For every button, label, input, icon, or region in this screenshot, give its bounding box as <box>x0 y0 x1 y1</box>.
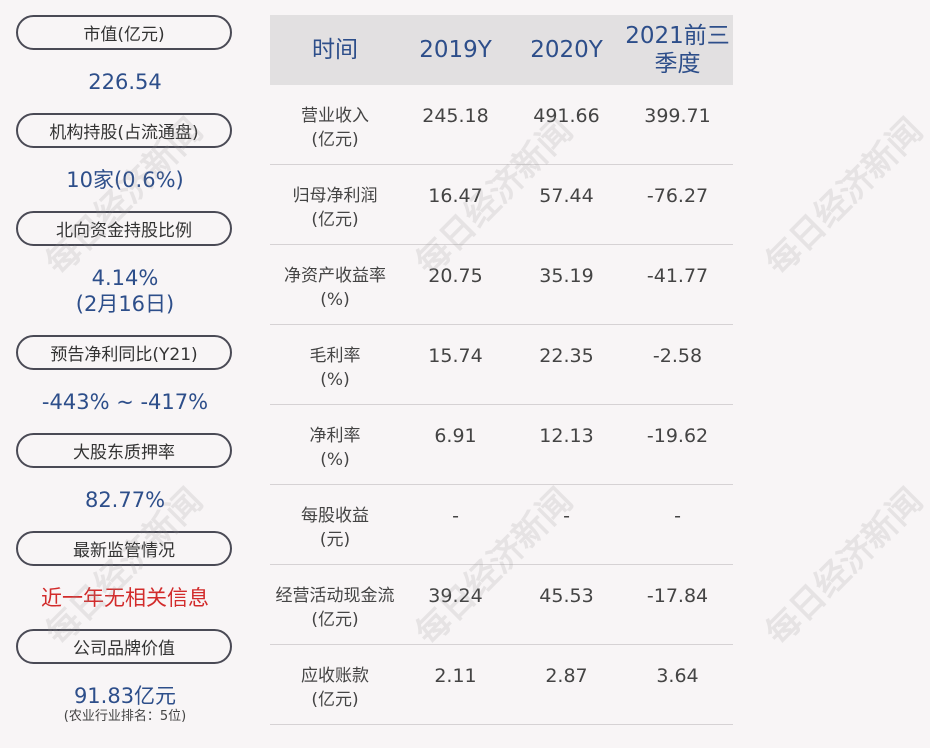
cell-value: 12.13 <box>539 425 594 447</box>
row-label: 毛利率 (%) <box>309 346 361 390</box>
header-2020: 2020Y <box>530 37 603 63</box>
cell-value: 15.74 <box>428 345 483 367</box>
value-regulatory-status: 近一年无相关信息 <box>41 586 209 610</box>
cell-value: 2.11 <box>434 665 477 687</box>
table-row: 经营活动现金流 (亿元) 39.24 45.53 -17.84 <box>270 565 733 645</box>
cell-value: - <box>452 505 459 527</box>
table-row: 营业收入 (亿元) 245.18 491.66 399.71 <box>270 85 733 165</box>
value-market-cap: 226.54 <box>88 70 162 94</box>
cell-value: 20.75 <box>428 265 483 287</box>
cell-value: - <box>674 505 681 527</box>
cell-value: 57.44 <box>539 185 594 207</box>
row-label: 营业收入 (亿元) <box>301 106 369 150</box>
cell-value: 16.47 <box>428 185 483 207</box>
table-row: 归母净利润 (亿元) 16.47 57.44 -76.27 <box>270 165 733 245</box>
label-northbound-ratio: 北向资金持股比例 <box>16 211 232 246</box>
value-pledge-ratio: 82.77% <box>84 488 166 512</box>
table-header: 时间 2019Y 2020Y 2021前三季度 <box>270 15 733 85</box>
brand-value-amount: 91.83亿元 <box>73 684 177 708</box>
row-label: 归母净利润 (亿元) <box>292 186 378 230</box>
value-northbound-ratio: 4.14% <box>91 266 159 290</box>
label-pledge-ratio: 大股东质押率 <box>16 433 232 468</box>
cell-value: -76.27 <box>646 185 709 207</box>
value-brand-value: 91.83亿元 (农业行业排名：5位) <box>0 683 250 725</box>
watermark: 每日经济新闻 <box>758 110 930 284</box>
header-2019: 2019Y <box>419 37 492 63</box>
row-label: 应收账款 (亿元) <box>301 666 369 710</box>
header-2021q3: 2021前三季度 <box>625 23 730 77</box>
financial-table: 时间 2019Y 2020Y 2021前三季度 营业收入 (亿元) 245.18 … <box>270 15 733 725</box>
cell-value: - <box>563 505 570 527</box>
table-row: 每股收益 (元) - - - <box>270 485 733 565</box>
value-northbound-date: (2月16日) <box>75 292 175 316</box>
cell-value: 45.53 <box>539 585 594 607</box>
cell-value: -19.62 <box>646 425 709 447</box>
cell-value: 491.66 <box>533 105 600 127</box>
cell-value: 245.18 <box>422 105 489 127</box>
value-institutional-holdings: 10家(0.6%) <box>66 168 184 192</box>
table-row: 净资产收益率 (%) 20.75 35.19 -41.77 <box>270 245 733 325</box>
cell-value: 6.91 <box>434 425 477 447</box>
cell-value: -41.77 <box>646 265 709 287</box>
cell-value: 35.19 <box>539 265 594 287</box>
row-label: 每股收益 (元) <box>301 506 369 550</box>
table-row: 应收账款 (亿元) 2.11 2.87 3.64 <box>270 645 733 725</box>
cell-value: -2.58 <box>652 345 703 367</box>
cell-value: 39.24 <box>428 585 483 607</box>
brand-value-rank-note: (农业行业排名：5位) <box>63 709 187 724</box>
label-institutional-holdings: 机构持股(占流通盘) <box>16 113 232 148</box>
label-forecast-profit: 预告净利同比(Y21) <box>16 335 232 370</box>
table-row: 净利率 (%) 6.91 12.13 -19.62 <box>270 405 733 485</box>
value-forecast-profit: -443% ~ -417% <box>41 390 209 414</box>
label-brand-value: 公司品牌价值 <box>16 629 232 664</box>
row-label: 经营活动现金流 (亿元) <box>275 586 395 630</box>
header-time: 时间 <box>312 37 358 63</box>
summary-panel: 市值(亿元) 226.54 机构持股(占流通盘) 10家(0.6%) 北向资金持… <box>0 0 250 748</box>
cell-value: 3.64 <box>656 665 699 687</box>
row-label: 净利率 (%) <box>309 426 361 470</box>
cell-value: -17.84 <box>646 585 709 607</box>
cell-value: 22.35 <box>539 345 594 367</box>
label-regulatory-status: 最新监管情况 <box>16 531 232 566</box>
table-row: 毛利率 (%) 15.74 22.35 -2.58 <box>270 325 733 405</box>
watermark: 每日经济新闻 <box>758 480 930 654</box>
cell-value: 2.87 <box>545 665 588 687</box>
label-market-cap: 市值(亿元) <box>16 15 232 50</box>
row-label: 净资产收益率 (%) <box>284 266 386 310</box>
cell-value: 399.71 <box>644 105 711 127</box>
